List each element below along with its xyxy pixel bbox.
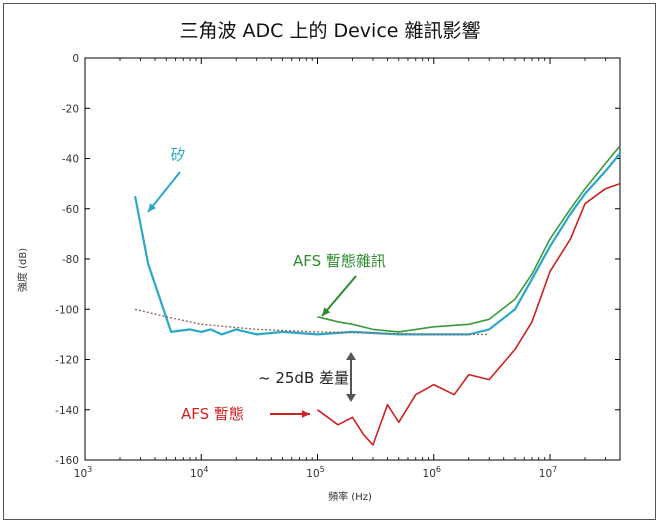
gap-arrowhead-top — [346, 352, 356, 360]
series-group — [134, 145, 621, 446]
x-tick-label: 107 — [539, 465, 557, 480]
y-tick-label: -100 — [55, 304, 79, 316]
x-tick-exponent: 4 — [203, 465, 208, 474]
x-axis-label: 頻率 (Hz) — [328, 490, 372, 503]
annotation-arrowhead — [301, 410, 310, 418]
series-silicon — [134, 152, 621, 336]
series-afs-transient-noise — [317, 145, 621, 333]
annotation-arrowhead — [322, 307, 331, 316]
annotation-arrow — [321, 275, 357, 317]
x-tick-label: 104 — [190, 465, 208, 480]
x-tick-exponent: 7 — [552, 465, 557, 474]
x-tick-label: 103 — [74, 465, 92, 480]
series-reference-dotted — [134, 308, 490, 336]
y-tick-label: -120 — [55, 355, 79, 367]
y-tick-label: -160 — [55, 455, 79, 467]
annotation-label: ~ 25dB 差量 — [258, 369, 349, 387]
x-tick-base: 10 — [306, 468, 319, 480]
annotation-label: AFS 暫態 — [181, 405, 244, 423]
x-tick-exponent: 3 — [87, 465, 92, 474]
gap-arrowhead-bottom — [346, 394, 356, 402]
y-tick-label: -40 — [62, 154, 79, 166]
y-tick-label: -60 — [62, 204, 79, 216]
y-tick-label: -80 — [62, 254, 79, 266]
x-tick-base: 10 — [190, 468, 203, 480]
annotation-label: AFS 暫態雜訊 — [293, 252, 386, 270]
chart-frame — [3, 3, 656, 520]
annotations: 矽 AFS 暫態雜訊 AFS 暫態 ~ 25dB 差量 — [147, 146, 386, 423]
x-tick-base: 10 — [423, 468, 436, 480]
annotation-label: 矽 — [170, 146, 185, 164]
annotation-arrow — [147, 171, 181, 213]
y-tick-label: 0 — [72, 53, 79, 65]
y-tick-label: -20 — [62, 103, 79, 115]
chart-title: 三角波 ADC 上的 Device 雜訊影響 — [179, 20, 480, 42]
y-tick-label: -140 — [55, 405, 79, 417]
x-tick-label: 106 — [423, 465, 441, 480]
annotation-arrowhead — [148, 203, 157, 212]
y-axis-label: 強度 (dB) — [16, 248, 29, 292]
x-tick-exponent: 6 — [436, 465, 441, 474]
series-afs-transient — [317, 182, 621, 446]
x-tick-label: 105 — [306, 465, 324, 480]
x-tick-exponent: 5 — [320, 465, 325, 474]
x-tick-base: 10 — [74, 468, 87, 480]
x-tick-base: 10 — [539, 468, 552, 480]
